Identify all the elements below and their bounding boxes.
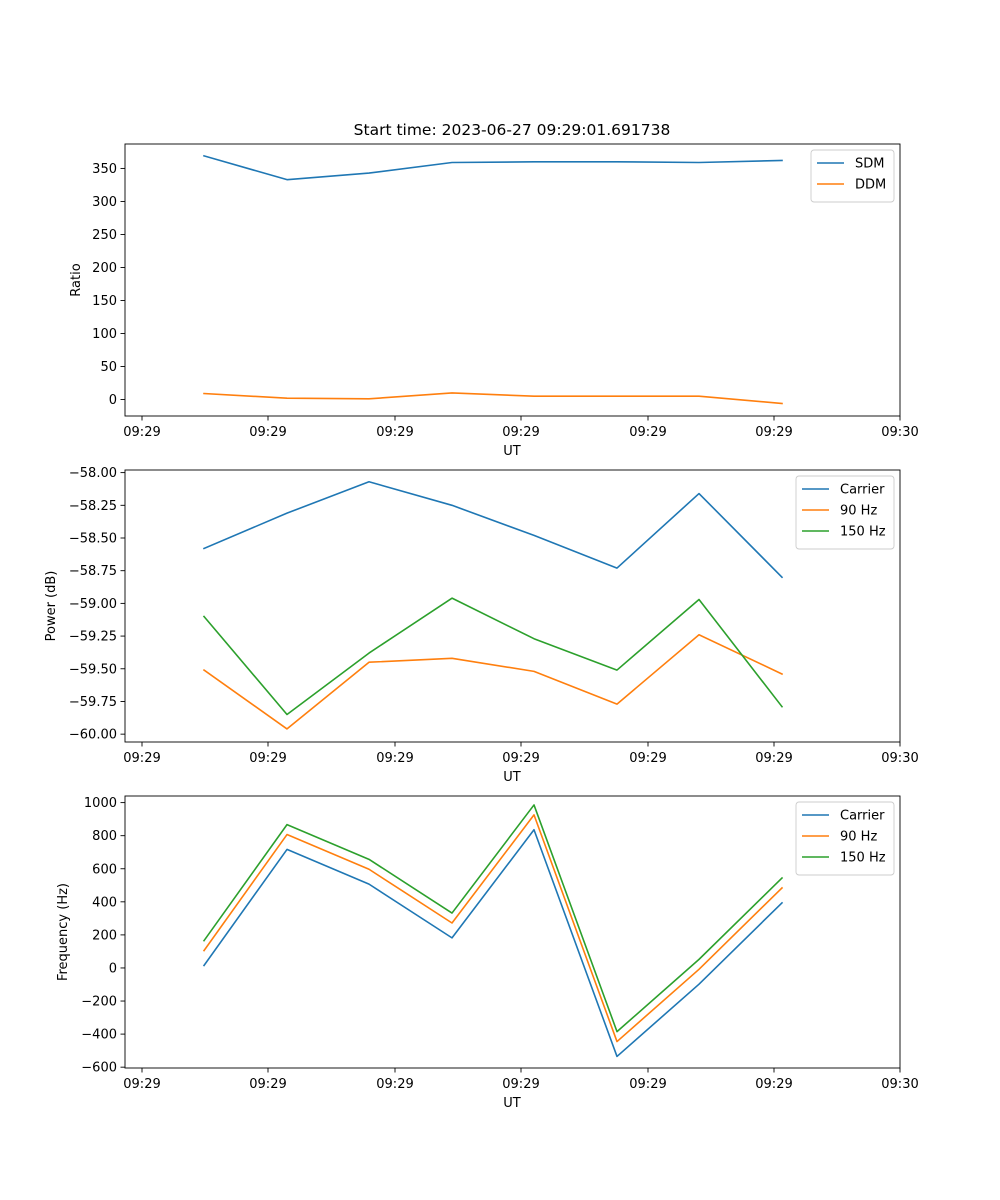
x-tick-label: 09:29: [502, 751, 539, 766]
x-axis-label: UT: [503, 770, 521, 785]
y-tick-label: −58.25: [69, 499, 117, 514]
y-tick-label: 1000: [84, 796, 117, 811]
x-axis-label: UT: [503, 1096, 521, 1111]
axes-frame: [124, 469, 901, 743]
subplot-2: 09:29 09:29 09:29 09:29 09:29 09:29 09:30 −58.0…: [44, 466, 919, 785]
y-axis-label: Frequency (Hz): [56, 883, 71, 981]
y-tick-label: −200: [81, 995, 117, 1010]
y-tick-label: 150: [92, 294, 117, 309]
y-tick-label: 50: [100, 360, 117, 375]
x-tick-label: 09:30: [881, 1077, 918, 1092]
x-tick-label: 09:29: [376, 1077, 413, 1092]
x-tick-label: 09:29: [376, 751, 413, 766]
x-tick-label: 09:29: [755, 425, 792, 440]
legend-label: 150 Hz: [840, 851, 886, 866]
legend: SDM DDM: [810, 149, 895, 203]
legend-label: DDM: [855, 178, 886, 193]
subplot-3: 09:29 09:29 09:29 09:29 09:29 09:29 09:30 −600 −…: [56, 795, 919, 1111]
y-tick-label: −400: [81, 1028, 117, 1043]
legend-label: Carrier: [840, 809, 885, 824]
x-tick-label: 09:29: [123, 425, 160, 440]
x-tick-label: 09:29: [629, 751, 666, 766]
y-tick-label: 0: [109, 961, 117, 976]
legend-label: SDM: [855, 157, 884, 172]
legend-label: Carrier: [840, 483, 885, 498]
x-tick-label: 09:29: [755, 751, 792, 766]
y-tick-label: −59.75: [69, 695, 117, 710]
x-tick-label: 09:29: [629, 425, 666, 440]
x-tick-label: 09:29: [123, 1077, 160, 1092]
y-tick-label: 800: [92, 829, 117, 844]
y-tick-label: −600: [81, 1061, 117, 1076]
legend: Carrier 90 Hz 150 Hz: [795, 801, 895, 876]
subplot-1: 09:29 09:29 09:29 09:29 09:29 09:29 09:30 0 50 10…: [69, 143, 919, 459]
legend-label: 90 Hz: [840, 504, 877, 519]
y-tick-label: 300: [92, 195, 117, 210]
legend-label: 150 Hz: [840, 525, 886, 540]
series-line-90-hz: [202, 633, 784, 730]
chart-title: Start time: 2023-06-27 09:29:01.691738: [354, 121, 671, 139]
y-tick-label: −60.00: [69, 728, 117, 743]
series-line-90-hz: [202, 814, 784, 1043]
x-tick-label: 09:29: [249, 751, 286, 766]
series-line-ddm: [203, 392, 783, 405]
y-axis-label: Ratio: [69, 263, 84, 296]
y-tick-label: 200: [92, 928, 117, 943]
axes-frame: [124, 143, 901, 417]
axes-frame: [124, 795, 901, 1069]
x-tick-label: 09:29: [755, 1077, 792, 1092]
x-tick-label: 09:29: [629, 1077, 666, 1092]
x-tick-label: 09:30: [881, 751, 918, 766]
y-tick-label: −59.25: [69, 630, 117, 645]
x-tick-label: 09:29: [376, 425, 413, 440]
x-tick-label: 09:30: [881, 425, 918, 440]
series-line-150-hz: [202, 804, 784, 1033]
series-line-sdm: [203, 154, 783, 181]
y-tick-label: 250: [92, 228, 117, 243]
x-tick-label: 09:29: [502, 1077, 539, 1092]
y-tick-label: −58.00: [69, 466, 117, 481]
legend: Carrier 90 Hz 150 Hz: [795, 475, 895, 550]
y-tick-label: 200: [92, 261, 117, 276]
y-tick-label: 600: [92, 862, 117, 877]
y-tick-label: −58.75: [69, 564, 117, 579]
series-line-carrier: [202, 828, 784, 1058]
series-line-150-hz: [202, 597, 784, 716]
x-axis-label: UT: [503, 444, 521, 459]
x-tick-label: 09:29: [502, 425, 539, 440]
x-tick-label: 09:29: [249, 1077, 286, 1092]
y-axis-label: Power (dB): [44, 571, 59, 642]
y-tick-label: 0: [109, 393, 117, 408]
y-tick-label: 100: [92, 327, 117, 342]
x-tick-label: 09:29: [249, 425, 286, 440]
legend-label: 90 Hz: [840, 830, 877, 845]
y-tick-label: −59.00: [69, 597, 117, 612]
x-tick-label: 09:29: [123, 751, 160, 766]
y-tick-label: −59.50: [69, 662, 117, 677]
y-tick-label: 350: [92, 162, 117, 177]
y-tick-label: 400: [92, 895, 117, 910]
y-tick-label: −58.50: [69, 532, 117, 547]
series-line-carrier: [202, 480, 784, 579]
